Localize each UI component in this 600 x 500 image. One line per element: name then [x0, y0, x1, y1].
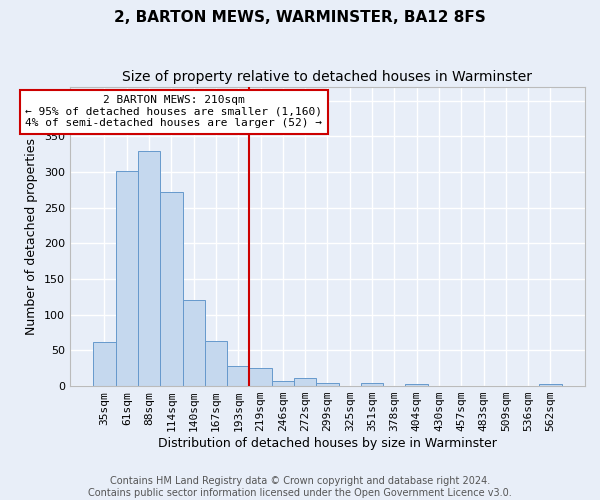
Text: 2 BARTON MEWS: 210sqm
← 95% of detached houses are smaller (1,160)
4% of semi-de: 2 BARTON MEWS: 210sqm ← 95% of detached …	[25, 95, 322, 128]
Bar	[294, 378, 316, 386]
Bar	[539, 384, 562, 386]
Bar	[182, 300, 205, 386]
X-axis label: Distribution of detached houses by size in Warminster: Distribution of detached houses by size …	[158, 437, 497, 450]
Bar	[361, 383, 383, 386]
Bar	[227, 366, 250, 386]
Bar	[138, 150, 160, 386]
Bar	[316, 382, 338, 386]
Bar	[406, 384, 428, 386]
Text: Contains HM Land Registry data © Crown copyright and database right 2024.
Contai: Contains HM Land Registry data © Crown c…	[88, 476, 512, 498]
Title: Size of property relative to detached houses in Warminster: Size of property relative to detached ho…	[122, 70, 532, 84]
Bar	[94, 342, 116, 386]
Bar	[250, 368, 272, 386]
Bar	[116, 170, 138, 386]
Bar	[272, 381, 294, 386]
Bar	[205, 341, 227, 386]
Text: 2, BARTON MEWS, WARMINSTER, BA12 8FS: 2, BARTON MEWS, WARMINSTER, BA12 8FS	[114, 10, 486, 25]
Bar	[160, 192, 182, 386]
Y-axis label: Number of detached properties: Number of detached properties	[25, 138, 38, 335]
